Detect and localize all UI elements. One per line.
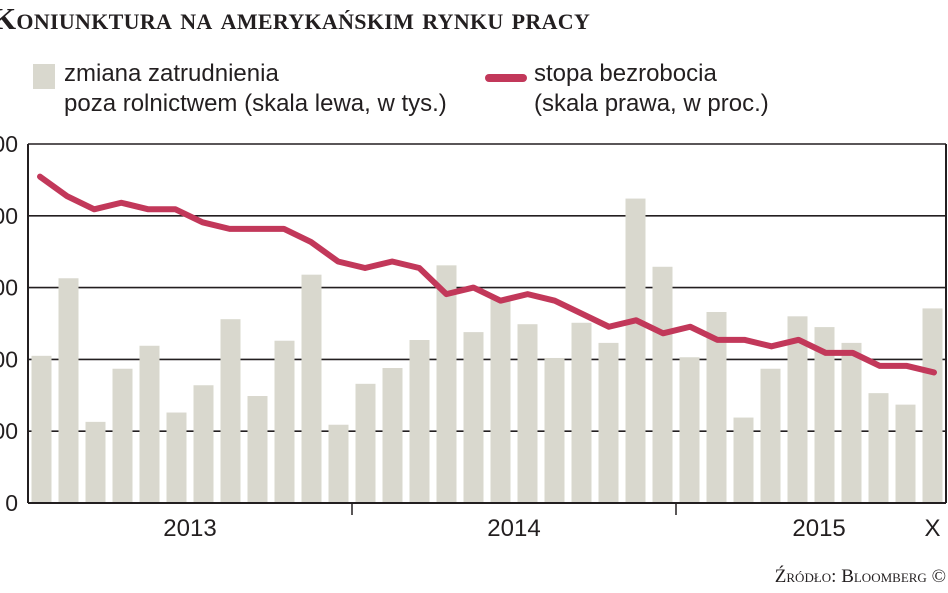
chart-frame xyxy=(27,144,947,504)
legend-line-label-line1: stopa bezrobocia xyxy=(534,60,717,87)
y-tick-label: 00 xyxy=(0,346,18,372)
legend-bars-swatch xyxy=(33,64,55,89)
x-tick-label: X xyxy=(924,515,940,542)
axis-labels: 00000000000201320142015X xyxy=(0,131,941,542)
legend-line-swatch xyxy=(485,74,527,82)
bar xyxy=(85,421,106,503)
bar xyxy=(436,265,457,503)
y-tick-label: 0 xyxy=(5,490,18,516)
bar xyxy=(382,368,403,503)
legend-bars-label-line2: poza rolnictwem (skala lewa, w tys.) xyxy=(64,90,447,117)
bar xyxy=(625,198,646,503)
bar xyxy=(814,327,835,503)
bar xyxy=(274,340,295,503)
chart-gridlines xyxy=(28,143,946,504)
bar xyxy=(463,332,484,503)
legend-line-label-line2: (skala prawa, w proc.) xyxy=(534,90,769,117)
bar xyxy=(409,340,430,503)
bar xyxy=(247,396,268,503)
line-series xyxy=(37,173,937,376)
bar xyxy=(220,319,241,503)
bar xyxy=(301,274,322,503)
bar xyxy=(517,324,538,503)
x-tick-label: 2013 xyxy=(163,515,216,542)
source-note: Źródło: Bloomberg © xyxy=(774,566,946,587)
bar xyxy=(166,412,187,503)
y-tick-label: 00 xyxy=(0,275,18,301)
bar xyxy=(922,308,943,503)
x-tick-label: 2015 xyxy=(792,515,845,542)
y-tick-label: 00 xyxy=(0,418,18,444)
bar xyxy=(598,342,619,503)
axis-ticks xyxy=(351,503,677,515)
bar xyxy=(544,357,565,503)
bar xyxy=(193,385,214,503)
bar xyxy=(355,383,376,503)
bar xyxy=(706,312,727,503)
bar xyxy=(679,357,700,503)
legend-bars-label-line1: zmiana zatrudnienia xyxy=(64,60,279,87)
bar xyxy=(328,424,349,503)
bar xyxy=(58,278,79,503)
bar xyxy=(841,342,862,503)
y-tick-label: 00 xyxy=(0,203,18,229)
bar xyxy=(895,404,916,503)
unemployment-line xyxy=(37,173,937,376)
bar xyxy=(733,417,754,503)
chart-title: Koniunktura na amerykańskim rynku pracy xyxy=(0,1,591,36)
bar xyxy=(31,355,52,503)
bar xyxy=(112,368,133,503)
bar xyxy=(652,266,673,503)
y-tick-label: 00 xyxy=(0,131,18,157)
x-tick-label: 2014 xyxy=(487,515,540,542)
bar-series xyxy=(31,198,943,503)
bar xyxy=(787,316,808,503)
bar xyxy=(571,322,592,503)
bar xyxy=(760,368,781,503)
bar xyxy=(490,297,511,503)
bar xyxy=(868,393,889,503)
bar xyxy=(139,345,160,503)
